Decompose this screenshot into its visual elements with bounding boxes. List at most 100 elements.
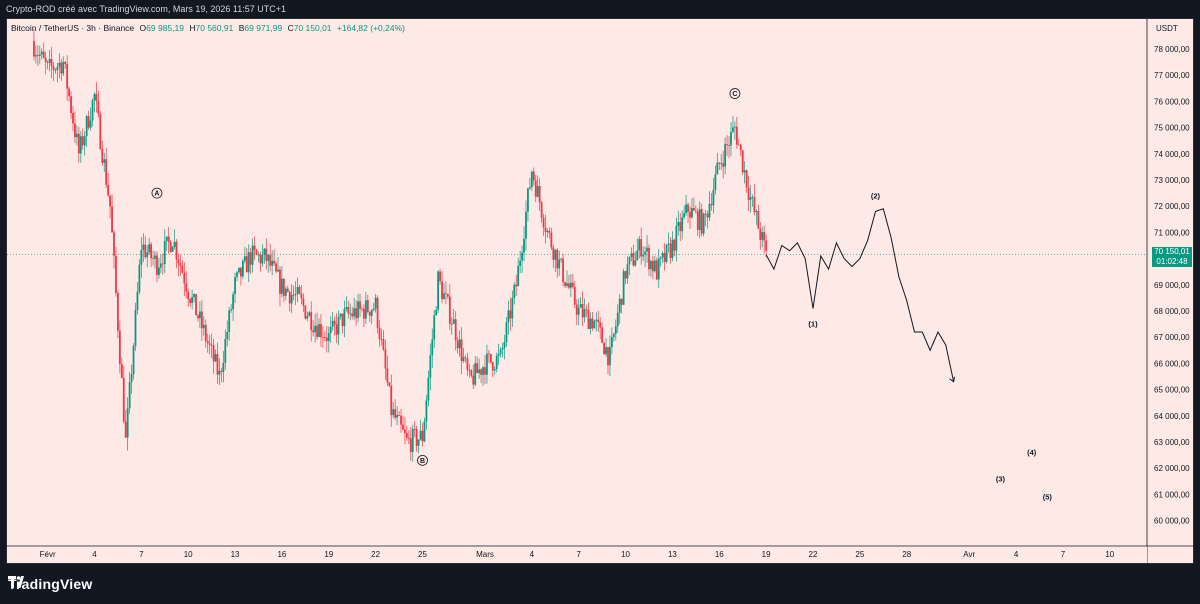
candle-body [66,63,69,89]
candle-body [35,55,37,57]
chart-area[interactable]: USDT 60 000,00 61 000,00 62 000,00 63 000,00… [6,18,1194,564]
candle-body [542,217,545,228]
candle-body [737,144,740,146]
candle-body [743,170,746,173]
projection-arrow-icon [949,376,956,383]
candle-body [716,162,719,175]
candle-body [499,349,502,354]
candle-body [728,145,730,146]
candle-body [337,316,340,335]
candle-body [675,226,678,251]
projection-path[interactable] [765,208,955,382]
price-axis[interactable] [1147,19,1193,563]
candle-body [443,293,445,300]
candle-body [692,207,695,211]
current-price-label: 70 150,01 [1154,247,1190,256]
candle-body [265,248,268,261]
x-tick-label: 7 [1061,550,1066,559]
candle-body [732,127,734,132]
x-tick-label: 4 [1014,550,1019,559]
wave-label[interactable]: A [151,187,163,199]
candle-body [562,258,564,283]
candle-body [329,327,332,333]
tradingview-brand: TradingView [8,576,93,592]
wave-label[interactable]: C [729,88,741,99]
candle-body [568,283,570,288]
candle-body [156,255,158,276]
candle-body [241,261,244,277]
y-tick-label: 71 000,00 [1154,228,1190,237]
y-tick-label: 63 000,00 [1154,438,1190,447]
candle-body [622,271,625,305]
candle-body [577,307,580,315]
candle-body [333,320,336,325]
candle-body [70,96,72,114]
x-tick-label: 25 [418,550,427,559]
candle-body [636,250,639,261]
price-chart[interactable]: USDT 60 000,00 61 000,00 62 000,00 63 000,00… [7,19,1193,563]
candle-body [405,433,408,438]
candle-body [644,251,646,255]
candle-body [390,385,393,416]
wave-label[interactable]: (1) [808,320,818,329]
candle-body [466,358,469,370]
candle-body [712,189,715,206]
candle-body [495,355,498,370]
candle-body [107,184,110,196]
candle-body [439,271,441,282]
candle-body [343,308,346,327]
candle-body [40,51,43,55]
wave-label-text: (5) [1043,493,1053,502]
candle-body [64,61,67,64]
wave-label-circle [151,187,163,199]
candle-body [593,320,596,329]
wave-label[interactable]: (5) [1043,493,1053,502]
candle-body [489,354,492,363]
candle-body [351,313,354,317]
y-tick-label: 75 000,00 [1154,124,1190,133]
wave-label[interactable]: (3) [996,474,1006,483]
y-tick-label: 73 000,00 [1154,176,1190,185]
tradingview-mark-icon [8,576,24,588]
symbol-name[interactable]: Bitcoin / TetherUS · 3h · Binance [11,23,135,33]
candle-body [667,243,670,245]
x-tick-label: 22 [809,550,818,559]
candle-body [171,246,174,252]
candle-body [661,253,664,258]
candle-body [236,272,238,278]
wave-label[interactable]: (2) [871,191,881,200]
candle-body [476,363,479,374]
candle-body [460,339,463,362]
candle-body [173,241,176,247]
candle-body [259,254,262,264]
candle-body [550,232,553,248]
candle-body [657,258,660,280]
candle-body [179,263,182,266]
candle-body [607,347,609,366]
candle-body [130,374,133,383]
tradingview-logo[interactable]: TradingView [8,576,92,592]
candle-body [527,188,529,212]
time-axis[interactable] [7,546,1147,564]
candle-body [730,131,732,146]
candle-body [624,271,627,279]
candle-body [357,301,359,319]
candle-body [97,100,100,115]
candle-body [189,298,192,304]
wave-label-circle [729,88,741,99]
candle-body [85,116,88,137]
wave-label[interactable]: (4) [1027,448,1037,457]
candle-body [620,298,623,305]
candle-body [255,250,258,255]
candle-body [735,126,738,145]
candle-body [581,304,584,318]
candle-body [286,288,289,292]
candle-body [72,113,74,124]
wave-label[interactable]: B [417,454,428,466]
candle-body [261,254,264,264]
candle-body [298,287,301,294]
candle-body [663,253,666,262]
candle-body [177,259,180,264]
candle-body [605,347,607,355]
candle-body [115,255,117,294]
